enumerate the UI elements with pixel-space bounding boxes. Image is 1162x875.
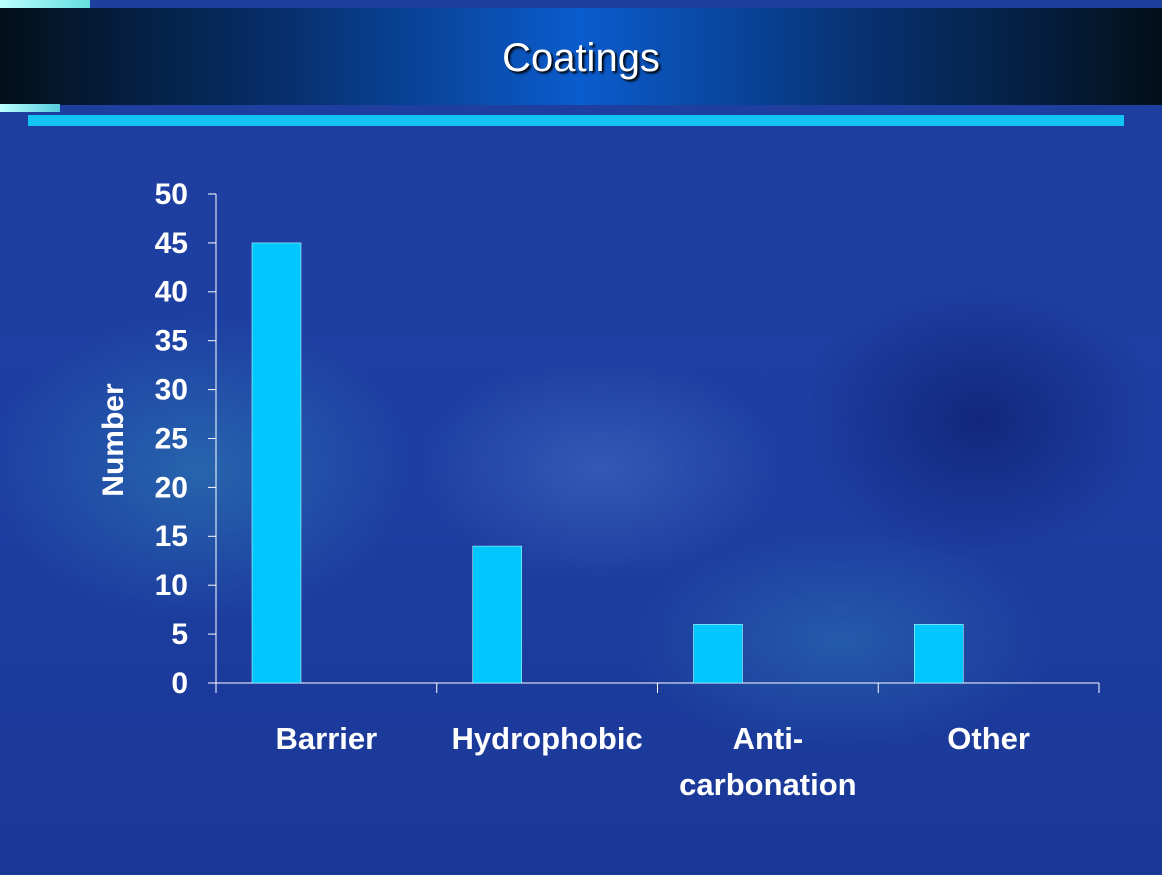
x-tick-label: Hydrophobic [451, 721, 643, 756]
bar [914, 624, 964, 684]
y-tick-label: 45 [155, 227, 188, 260]
rule [28, 115, 1124, 126]
x-tick-label: Anti-carbonation [679, 721, 857, 802]
y-tick-label: 25 [155, 422, 188, 455]
x-tick-label: Barrier [275, 721, 378, 756]
y-tick-label: 20 [155, 471, 188, 504]
y-tick-label: 10 [155, 569, 188, 602]
accent [0, 0, 90, 8]
y-tick-label: 0 [171, 667, 188, 700]
bar [693, 624, 743, 684]
y-tick-label: 35 [155, 325, 188, 358]
y-axis-label: Number [97, 383, 130, 497]
y-tick-label: 50 [155, 178, 188, 211]
y-tick-label: 5 [171, 618, 188, 651]
bar [472, 545, 522, 684]
y-tick-label: 30 [155, 374, 188, 407]
bar [251, 242, 302, 684]
chart-title: Coatings [502, 36, 660, 80]
y-tick-label: 15 [155, 520, 188, 553]
x-tick-label: Other [947, 721, 1030, 756]
y-tick-label: 40 [155, 276, 188, 309]
accent [0, 104, 60, 112]
title-bar [0, 8, 1162, 105]
